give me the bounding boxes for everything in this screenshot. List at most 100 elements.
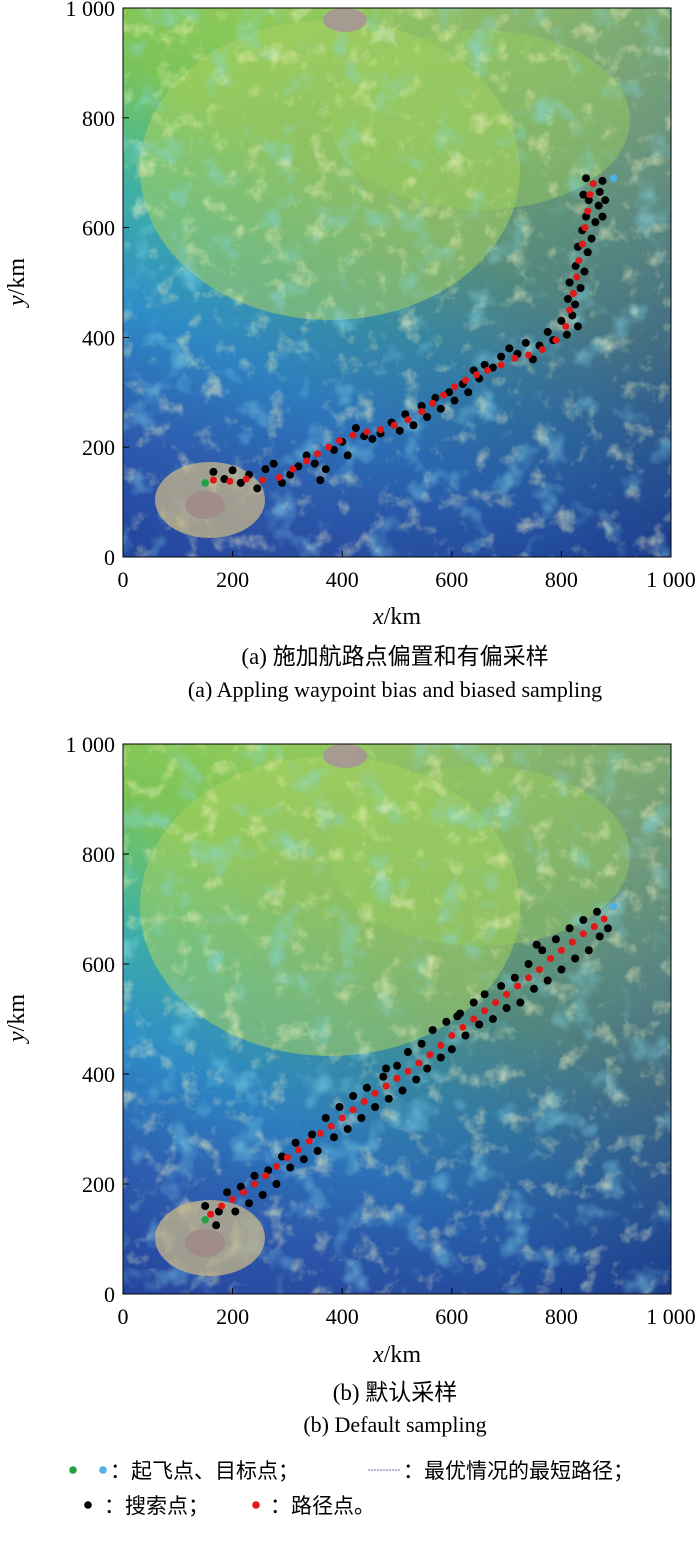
search-point bbox=[368, 434, 377, 443]
path-point bbox=[557, 946, 565, 954]
search-point bbox=[258, 1191, 267, 1199]
x-axis-label-b: x/km bbox=[372, 1342, 421, 1368]
search-point bbox=[563, 294, 572, 303]
search-point bbox=[562, 330, 571, 339]
x-tick-label-a: 400 bbox=[326, 567, 359, 592]
path-point bbox=[481, 1007, 489, 1015]
search-point bbox=[447, 1045, 456, 1054]
legend-search-label: ：搜索点； bbox=[104, 1494, 209, 1518]
search-point bbox=[201, 1202, 210, 1210]
y-tick-label-a: 1 000 bbox=[66, 0, 116, 21]
search-point bbox=[565, 278, 574, 287]
search-point bbox=[250, 1171, 259, 1180]
path-point bbox=[240, 1188, 248, 1196]
y-tick-label-a: 200 bbox=[82, 435, 115, 460]
search-point bbox=[362, 1083, 371, 1092]
path-point bbox=[472, 371, 480, 379]
path-point bbox=[562, 322, 570, 330]
search-point bbox=[412, 1075, 421, 1084]
goal-point bbox=[609, 174, 618, 182]
search-point bbox=[461, 1031, 470, 1040]
path-point bbox=[566, 306, 574, 314]
path-point bbox=[426, 1051, 434, 1059]
path-point bbox=[546, 955, 554, 962]
path-point bbox=[229, 1195, 237, 1203]
y-axis-label-a: y/km bbox=[4, 258, 30, 308]
path-point bbox=[390, 421, 398, 429]
path-point bbox=[459, 1023, 467, 1031]
legend: ：起飞点、目标点； ：最优情况的最短路径； ：搜索点； ：路径点。 bbox=[69, 1459, 634, 1518]
path-point bbox=[335, 437, 343, 445]
path-point bbox=[363, 428, 371, 436]
caption-cn-b: (b) 默认采样 bbox=[333, 1380, 458, 1405]
x-tick-label-a: 800 bbox=[545, 567, 578, 592]
search-point bbox=[417, 1039, 426, 1048]
path-point bbox=[448, 1032, 456, 1039]
search-point bbox=[532, 940, 541, 949]
search-point bbox=[582, 212, 591, 221]
search-point bbox=[272, 1180, 281, 1188]
search-point bbox=[551, 935, 560, 944]
path-point bbox=[575, 257, 583, 265]
y-tick-label-a: 0 bbox=[104, 545, 115, 570]
path-point bbox=[581, 224, 589, 232]
tick-labels-a: 0 200 400 600 800 1 000 0 200 400 600 800 1 000 bbox=[66, 0, 696, 592]
search-point bbox=[497, 982, 506, 990]
search-point bbox=[236, 478, 245, 487]
legend-search-marker bbox=[84, 1501, 92, 1509]
x-tick-label-b: 400 bbox=[326, 1304, 359, 1329]
search-point bbox=[302, 451, 311, 460]
search-point bbox=[294, 462, 303, 471]
path-point bbox=[440, 391, 448, 399]
search-point bbox=[594, 201, 603, 210]
path-point bbox=[538, 345, 546, 353]
search-point bbox=[598, 212, 607, 221]
search-point bbox=[573, 322, 582, 331]
search-point bbox=[291, 1138, 300, 1147]
path-point bbox=[303, 457, 311, 465]
goal-point bbox=[609, 902, 618, 911]
search-point bbox=[436, 1053, 445, 1062]
y-tick-label-b: 1 000 bbox=[66, 732, 116, 757]
path-point bbox=[470, 1015, 478, 1023]
search-point bbox=[568, 311, 577, 320]
y-tick-label-a: 800 bbox=[82, 106, 115, 131]
search-point bbox=[488, 363, 497, 372]
path-point bbox=[535, 966, 543, 973]
search-point bbox=[584, 196, 593, 205]
search-point bbox=[582, 174, 591, 183]
search-point bbox=[384, 1094, 393, 1103]
search-point bbox=[601, 196, 610, 205]
search-point bbox=[603, 924, 612, 933]
search-point bbox=[286, 1163, 295, 1172]
search-point bbox=[579, 190, 588, 199]
path-point bbox=[349, 431, 357, 439]
search-point bbox=[505, 344, 514, 353]
search-point bbox=[423, 1064, 432, 1073]
path-point bbox=[404, 416, 412, 424]
path-point bbox=[525, 351, 533, 359]
search-point bbox=[329, 445, 338, 454]
search-point bbox=[516, 998, 525, 1007]
path-point bbox=[451, 383, 459, 391]
tick-labels-b: 0 200 400 600 800 1 000 0 200 400 600 800 1 000 bbox=[66, 732, 696, 1329]
search-point bbox=[480, 360, 489, 369]
search-point bbox=[593, 907, 602, 916]
x-tick-label-b: 600 bbox=[435, 1304, 468, 1329]
search-point bbox=[398, 1086, 407, 1095]
path-point bbox=[600, 915, 608, 923]
path-point bbox=[462, 376, 469, 384]
search-point bbox=[228, 466, 237, 475]
path-point bbox=[497, 361, 505, 369]
path-point bbox=[437, 1041, 445, 1049]
search-point bbox=[316, 476, 325, 485]
x-tick-label-b: 1 000 bbox=[646, 1304, 696, 1329]
path-point bbox=[209, 476, 217, 484]
path-point bbox=[525, 974, 533, 982]
search-point bbox=[357, 1114, 366, 1122]
search-point bbox=[436, 404, 445, 413]
path-point bbox=[579, 930, 587, 938]
search-point bbox=[576, 283, 585, 292]
path-point bbox=[242, 475, 250, 483]
